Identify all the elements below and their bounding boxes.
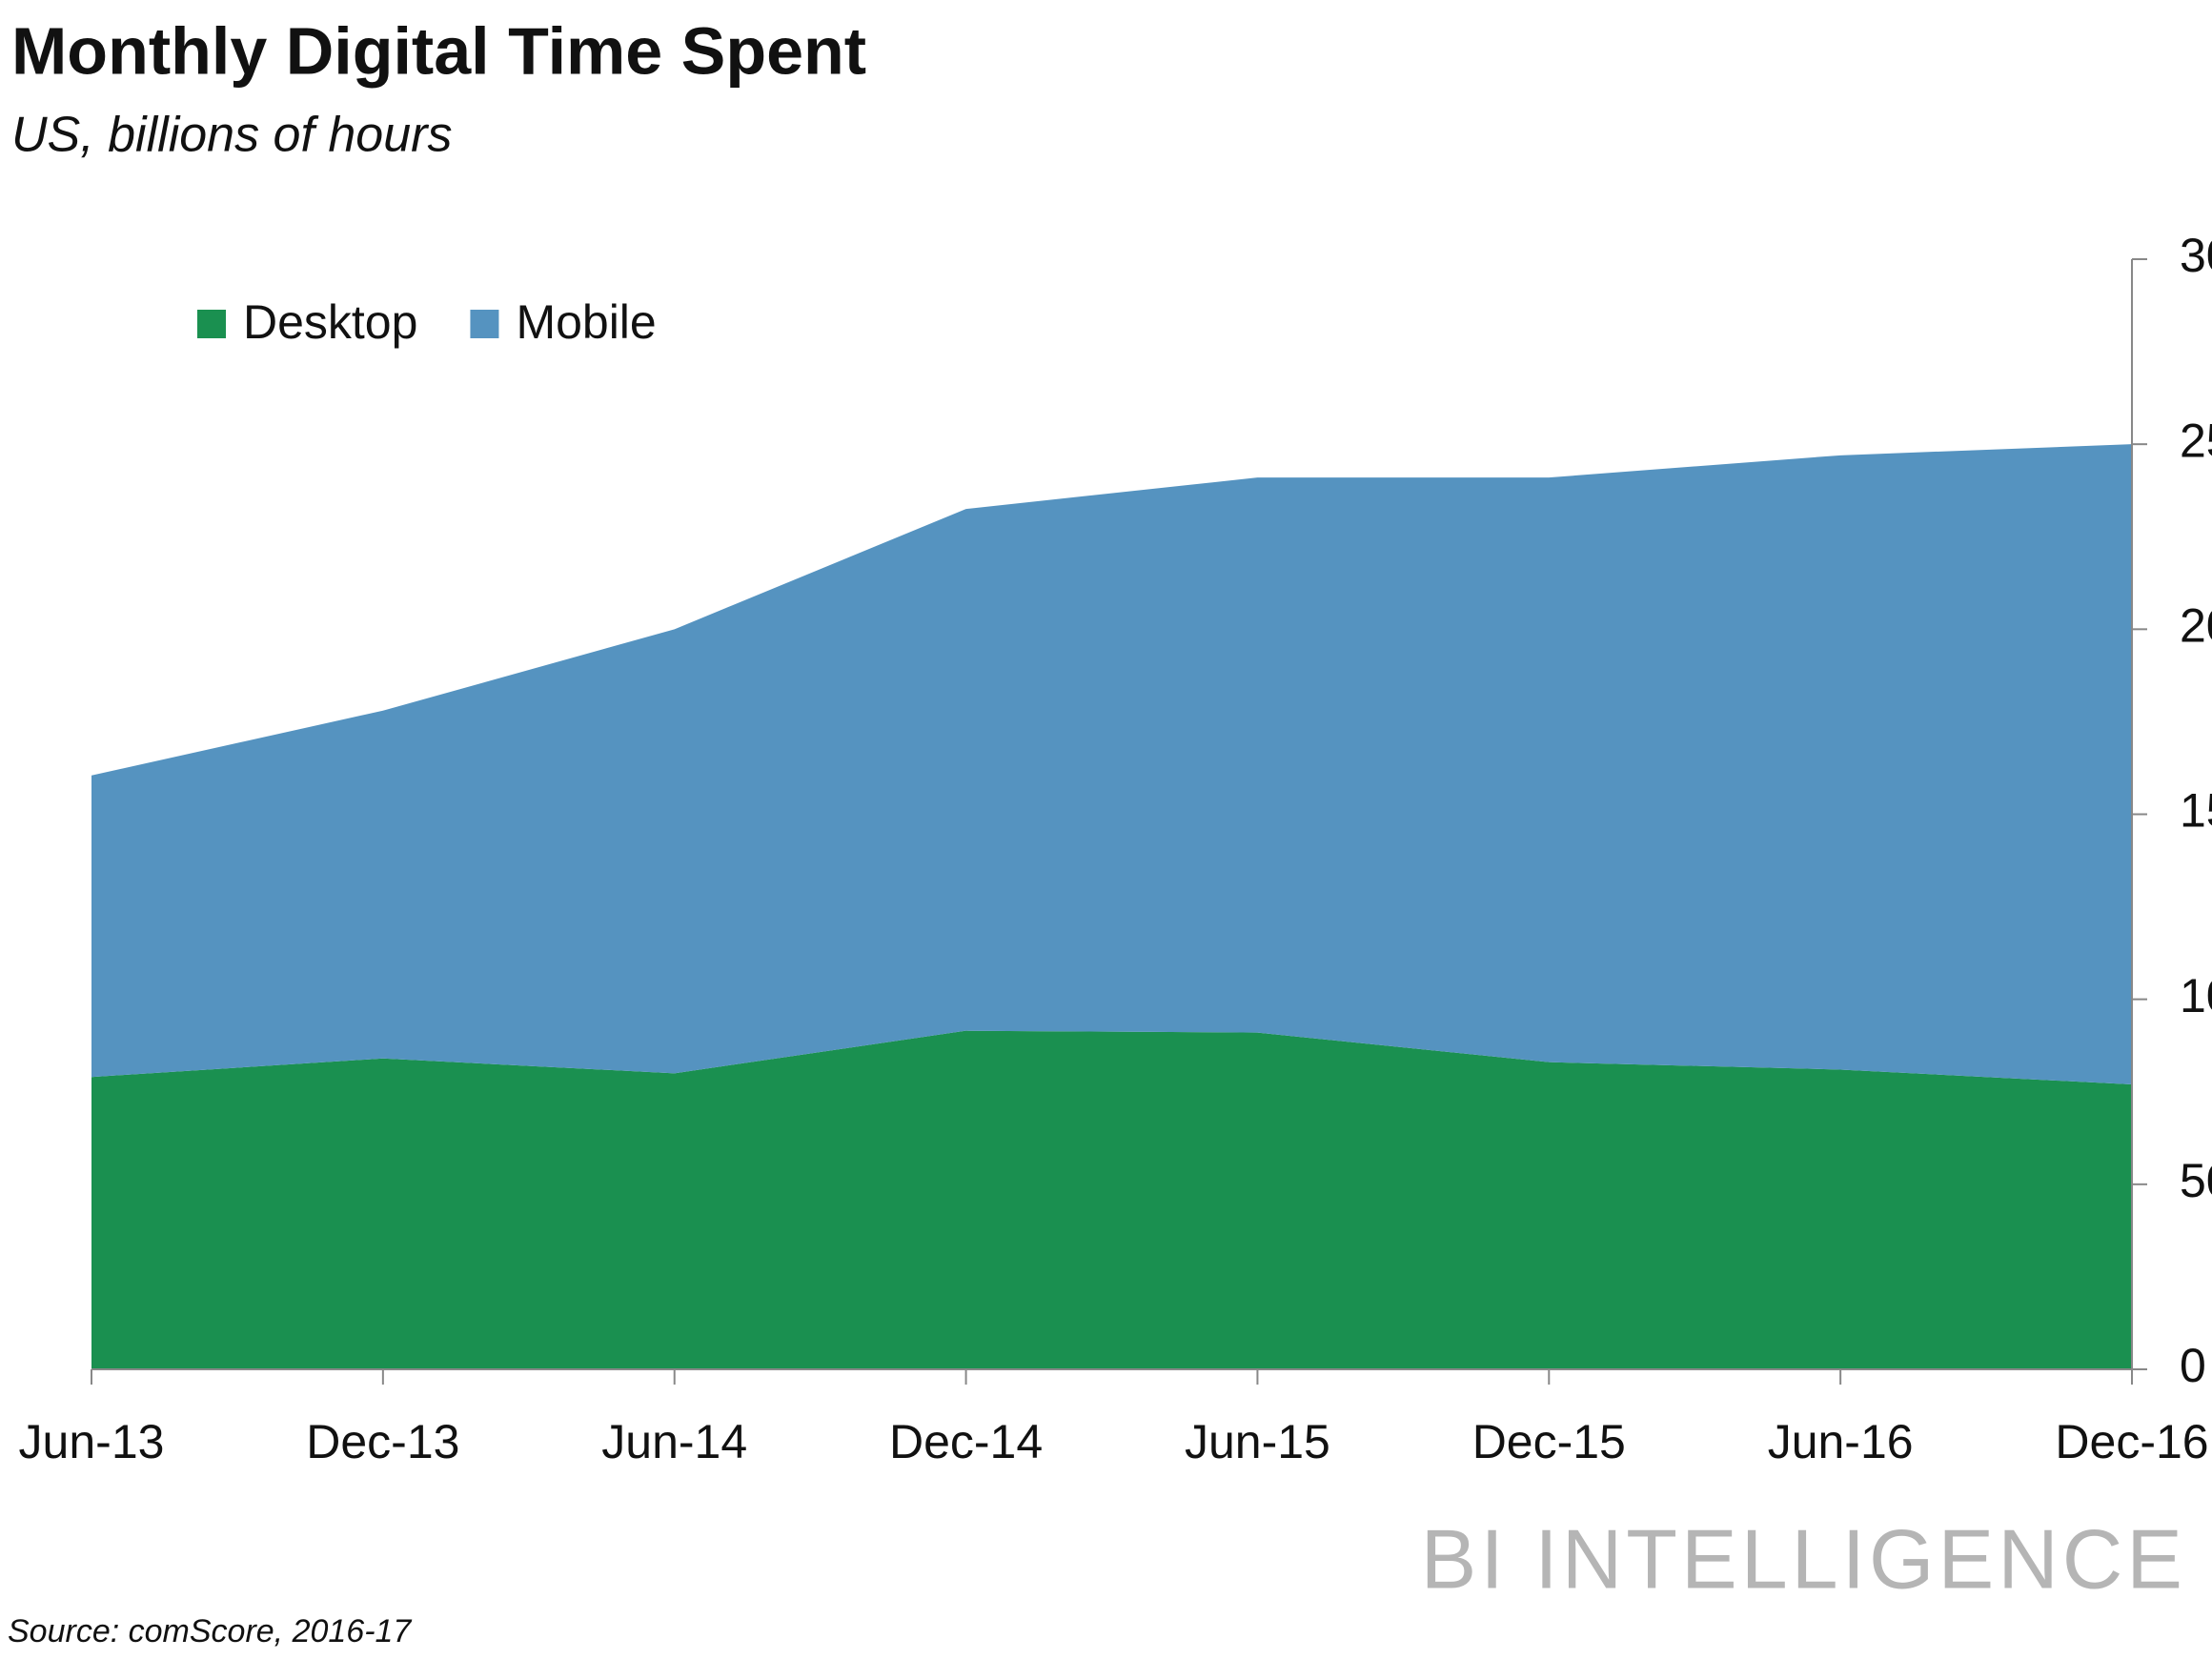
brand: BI INTELLIGENCE	[1421, 1511, 2186, 1606]
y-tick-label: 200	[2180, 599, 2212, 653]
x-tick-label: Jun-14	[601, 1415, 747, 1468]
legend-swatch	[470, 310, 499, 338]
x-tick-label: Jun-16	[1768, 1415, 1914, 1468]
y-tick-label: 250	[2180, 414, 2212, 467]
legend-label: Mobile	[516, 295, 656, 349]
x-tick-label: Dec-15	[1472, 1415, 1626, 1468]
x-tick-label: Dec-13	[306, 1415, 459, 1468]
x-tick-label: Dec-16	[2055, 1415, 2208, 1468]
area	[91, 1030, 2132, 1369]
y-tick-label: 150	[2180, 784, 2212, 838]
chart-subtitle: US, billions of hours	[11, 108, 452, 163]
y-tick-label: 300	[2180, 229, 2212, 282]
legend-label: Desktop	[243, 295, 417, 349]
legend-swatch	[197, 310, 226, 338]
y-tick-label: 50	[2180, 1154, 2212, 1207]
x-tick-label: Jun-13	[19, 1415, 165, 1468]
y-tick-label: 0	[2180, 1339, 2206, 1392]
chart-title: Monthly Digital Time Spent	[11, 13, 866, 88]
y-tick-label: 100	[2180, 969, 2212, 1022]
x-tick-label: Dec-14	[889, 1415, 1043, 1468]
area	[91, 444, 2132, 1084]
x-tick-label: Jun-15	[1185, 1415, 1330, 1468]
source: Source: comScore, 2016-17	[8, 1613, 412, 1649]
